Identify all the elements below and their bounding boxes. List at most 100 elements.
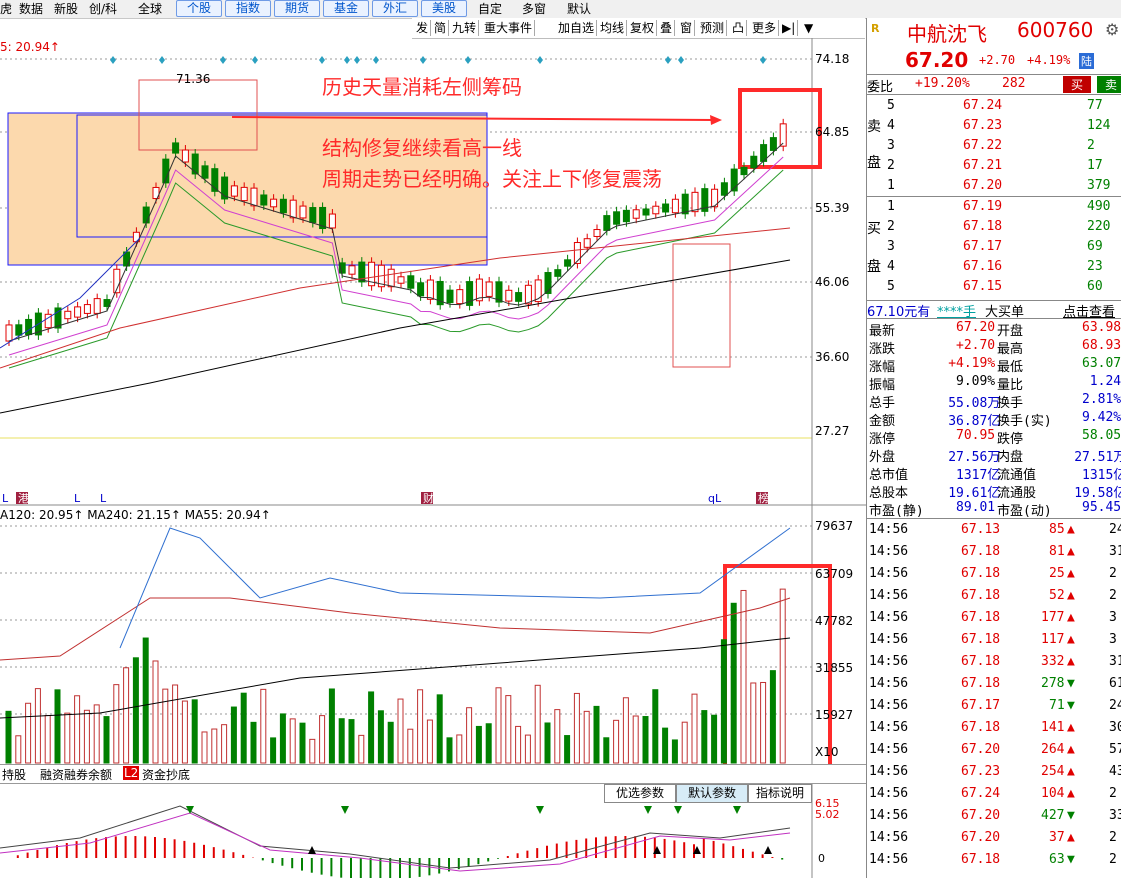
tab-capital[interactable]: 资金抄底 [142,768,191,782]
stat-label: 最低 [997,360,1024,375]
nav-item[interactable]: 新股 [54,2,79,16]
tick-time: 14:56 [869,654,909,669]
tick-time: 14:56 [869,632,909,647]
stat-label: 内盘 [997,450,1024,465]
tick-count: 2 [1109,830,1117,845]
volume-bar [505,695,512,764]
ma-line-120 [0,259,791,414]
tick-row: 14:56 67.18 63 ▼ 2 [867,852,1121,872]
tab-margin[interactable]: 融资融券余额 [40,768,113,782]
volume-bar [769,670,776,764]
tab-us-stock[interactable]: 美股 [421,0,467,17]
volume-bar [250,721,257,764]
candle-body [426,279,434,300]
event-mark[interactable]: L [100,492,107,505]
chart-toolbar: 发 简 九转 重大事件 加自选 均线 复权 叠 窗 预测 凸 更多 ▶| ▼ [412,18,865,39]
tab-fund[interactable]: 基金 [323,0,369,17]
toolbar-item[interactable]: 复权 [628,20,658,36]
candle-body [152,186,160,200]
event-diamond-icon [760,56,766,64]
macd-tick: 6.15 [815,797,840,810]
tab-holdings[interactable]: 持股 [2,768,27,782]
toolbar-item[interactable]: ▶| [780,20,799,36]
event-marks: L 港 L L 财 qL 榜 [2,491,769,505]
price-axis: 74.18 64.85 55.39 46.06 36.60 27.27 [815,52,849,438]
nav-item[interactable]: 虎 [0,2,13,16]
event-mark[interactable]: qL [708,492,722,505]
toolbar-item[interactable]: 重大事件 [482,20,536,36]
buy-button[interactable]: 买 [1063,76,1092,93]
volume: 490 [1087,199,1111,214]
price-tick: 46.06 [815,275,849,289]
candle-body [446,289,454,304]
tab-stock[interactable]: 个股 [176,0,222,17]
toolbar-item[interactable]: 预测 [698,20,728,36]
event-mark[interactable]: 榜 [758,491,769,505]
event-mark[interactable]: 财 [423,491,434,505]
sell-signal-icon [733,806,741,814]
big-order-hands[interactable]: ****手 [937,305,977,320]
tab-l2[interactable]: L2 [123,766,140,780]
volume-bar [613,719,620,764]
tick-time: 14:56 [869,764,909,779]
nav-item[interactable]: 多窗 [522,2,547,16]
volume-bar [230,706,237,764]
nav-item[interactable]: 全球 [138,2,163,16]
tab-forex[interactable]: 外汇 [372,0,418,17]
candle-body [544,272,552,294]
event-diamond-icon [537,56,543,64]
toolbar-item[interactable]: 简 [432,20,450,36]
toolbar-item[interactable]: 均线 [598,20,628,36]
kline-chart[interactable]: 历史天量消耗左侧筹码 结构修复继续看高一线 周期走势已经明确。关注上下修复震荡 … [0,38,866,878]
toolbar-item[interactable]: 发 [414,20,432,36]
tab-index[interactable]: 指数 [225,0,271,17]
candle-body [25,318,33,336]
sell-button[interactable]: 卖 [1097,76,1121,93]
stat-label: 金额 [869,414,896,429]
toolbar-item[interactable]: 窗 [678,20,696,36]
tab-futures[interactable]: 期货 [274,0,320,17]
toolbar-item[interactable]: 加自选 [556,20,598,36]
nav-item[interactable]: 自定 [478,2,503,16]
event-mark[interactable]: L [74,492,81,505]
indicator-help-button[interactable]: 指标说明 [748,784,812,803]
volume-bar [142,637,149,764]
level: 2 [887,219,895,234]
annotation-box-peak [138,79,258,151]
buy-signal-icon [653,846,661,854]
candle-body [15,324,23,336]
event-mark[interactable]: L [2,492,9,505]
optimal-params-button[interactable]: 优选参数 [604,784,676,803]
volume-bar [671,739,678,764]
tick-price: 67.24 [961,786,1001,801]
price: 67.20 [963,178,1003,193]
level: 2 [887,158,895,173]
nav-item[interactable]: 默认 [567,2,592,16]
vol-tick: 15927 [815,708,853,722]
view-link[interactable]: 点击查看 [1063,305,1116,320]
logo-icon: R [871,22,880,35]
toolbar-item[interactable]: 更多 [750,20,780,36]
stat-value: 9.42% [1082,410,1121,425]
toolbar-item[interactable]: 凸 [730,20,748,36]
stock-code: 600760 [1017,18,1094,42]
nav-item[interactable]: 数据 [19,2,44,16]
toolbar-item[interactable]: 九转 [450,20,480,36]
macd-bars [0,805,791,878]
toolbar-item[interactable]: 叠 [658,20,676,36]
volume-bar [534,684,541,764]
event-mark[interactable]: 港 [18,492,29,505]
volume-bar [162,688,169,764]
stat-value: 2.81% [1082,392,1121,407]
up-arrow-icon: ▲ [1067,588,1075,603]
volume-bar [319,715,326,764]
tick-volume: 52 [1049,588,1065,603]
nav-item[interactable]: 创/科 [89,2,118,16]
toolbar-item[interactable]: ▼ [804,21,814,35]
price-tick: 27.27 [815,424,849,438]
candle-body [466,281,474,306]
gear-icon[interactable]: ⚙ [1105,20,1120,39]
price: 67.16 [963,259,1003,274]
volume-bar [15,735,22,764]
default-params-button[interactable]: 默认参数 [676,784,748,803]
